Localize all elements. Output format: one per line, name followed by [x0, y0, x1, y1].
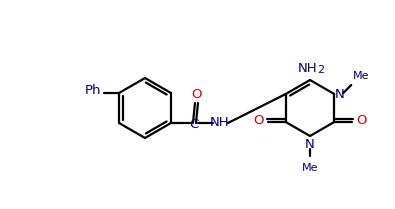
Text: Ph: Ph	[85, 84, 101, 98]
Text: NH: NH	[210, 116, 230, 130]
Text: O: O	[192, 88, 202, 102]
Text: NH: NH	[298, 61, 318, 74]
Text: O: O	[254, 113, 264, 126]
Text: 2: 2	[318, 65, 325, 75]
Text: O: O	[356, 113, 367, 126]
Text: Me: Me	[302, 163, 318, 173]
Text: C: C	[189, 117, 199, 130]
Text: N: N	[305, 138, 315, 150]
Text: Me: Me	[353, 71, 369, 81]
Text: N: N	[335, 88, 344, 102]
